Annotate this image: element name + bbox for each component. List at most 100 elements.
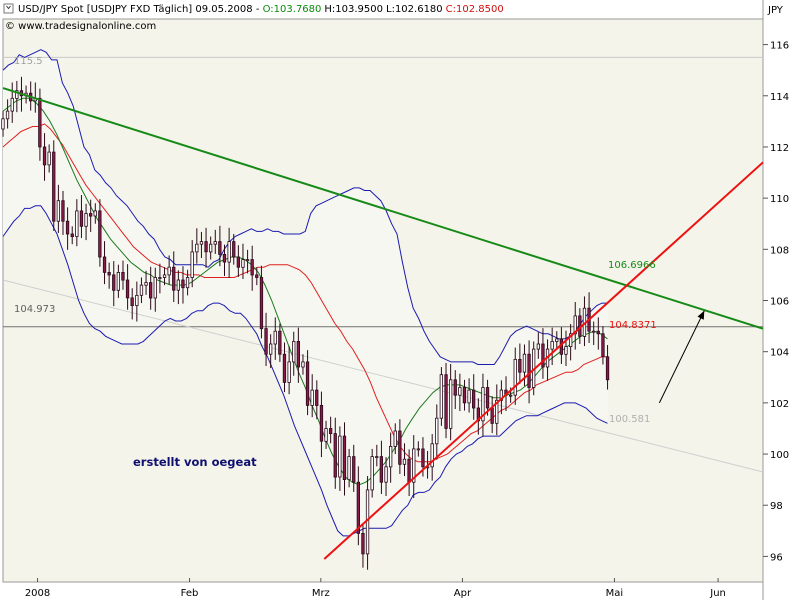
candle-body <box>172 266 176 291</box>
candle <box>379 440 384 494</box>
candle <box>204 227 208 268</box>
forecast-arrow-line <box>658 310 705 404</box>
collapse-icon[interactable] <box>3 3 14 14</box>
candle-body <box>153 277 157 299</box>
candle-body <box>605 356 610 381</box>
candle-body <box>236 256 241 268</box>
bollinger-band-area <box>3 49 608 536</box>
y-tick-label: 114 <box>770 92 789 103</box>
x-tick-label: Mrz <box>312 588 330 599</box>
candle-body <box>550 340 554 350</box>
candle-body <box>458 387 462 396</box>
candle-body <box>245 259 250 262</box>
candle <box>278 323 282 362</box>
candle <box>52 140 56 231</box>
candle <box>107 262 111 289</box>
x-tick-label: Mai <box>606 588 624 599</box>
candle-body <box>255 274 259 278</box>
header-line: USD/JPY Spot [USDJPY FXD Täglich] 09.05.… <box>18 4 504 15</box>
candle <box>342 422 347 496</box>
candle-body <box>499 389 504 401</box>
candle-body <box>555 338 559 342</box>
forecast-arrow-head <box>697 310 705 320</box>
candle-body <box>259 277 264 330</box>
candle <box>338 426 342 491</box>
candle-body <box>324 428 328 442</box>
candle-body <box>601 333 605 358</box>
candle <box>296 327 301 383</box>
level-label-mid: 104.973 <box>14 304 55 315</box>
candle-body <box>79 210 84 227</box>
candle <box>601 326 605 365</box>
candle-body <box>52 151 56 222</box>
candle-body <box>292 340 296 363</box>
candle <box>301 354 305 375</box>
candle <box>361 523 365 568</box>
candle-body <box>393 430 397 447</box>
candle <box>153 267 157 312</box>
candle-body <box>412 448 416 483</box>
watermark-text: erstellt von oegeat <box>133 455 257 469</box>
candle <box>135 281 139 322</box>
candle <box>148 266 153 310</box>
candle <box>162 267 167 286</box>
candle-body <box>222 253 227 263</box>
y-tick-label: 112 <box>770 143 789 154</box>
candle-body <box>592 330 596 333</box>
candle <box>112 261 116 307</box>
candle <box>47 144 51 173</box>
grey-trendline <box>2 279 764 473</box>
candle <box>370 448 374 498</box>
candle <box>513 347 517 405</box>
red-line-value: 104.8371 <box>609 320 657 331</box>
candle-body <box>47 151 51 166</box>
header-low: L:102.6180 <box>386 4 443 15</box>
green-line-value: 106.6966 <box>608 260 656 271</box>
candle <box>213 229 217 254</box>
candle <box>70 226 74 245</box>
candle-body <box>375 456 379 459</box>
y-tick-label: 116 <box>770 41 789 52</box>
candle-body <box>573 315 577 335</box>
candle-body <box>435 417 439 445</box>
candle-body <box>485 387 490 409</box>
candle-body <box>495 399 499 424</box>
candle <box>536 332 540 359</box>
x-tick-label: Apr <box>454 588 472 599</box>
y-tick-label: 104 <box>770 348 789 359</box>
candle <box>15 80 19 113</box>
y-tick-label: 98 <box>770 501 783 512</box>
candle <box>605 345 610 390</box>
candle <box>430 434 434 481</box>
candle <box>448 363 453 441</box>
candle <box>287 346 291 395</box>
candle <box>61 190 65 235</box>
candle-body <box>282 353 287 383</box>
bollinger-band-fill <box>3 49 608 536</box>
x-tick-label: Jun <box>709 588 726 599</box>
candle-body <box>564 346 568 355</box>
y-axis-ticks: 96 98 100 102 104 106 108 110 112 114 116 <box>763 41 789 563</box>
candle-body <box>287 361 291 383</box>
candle <box>167 255 171 285</box>
candle <box>495 384 499 436</box>
candle-body <box>125 279 130 299</box>
candle-body <box>190 251 194 278</box>
candle <box>232 233 236 265</box>
candlesticks <box>1 76 610 570</box>
candle <box>569 324 573 361</box>
candle <box>255 267 259 286</box>
candle <box>181 266 185 304</box>
candle-body <box>421 448 425 468</box>
y-tick-label: 110 <box>770 194 789 205</box>
candle <box>79 195 84 239</box>
candle <box>75 199 79 247</box>
candle-body <box>513 358 517 396</box>
candle <box>458 373 462 412</box>
candle <box>412 435 416 499</box>
candle-body <box>402 458 407 465</box>
candle <box>245 249 250 274</box>
candle-body <box>93 210 97 217</box>
